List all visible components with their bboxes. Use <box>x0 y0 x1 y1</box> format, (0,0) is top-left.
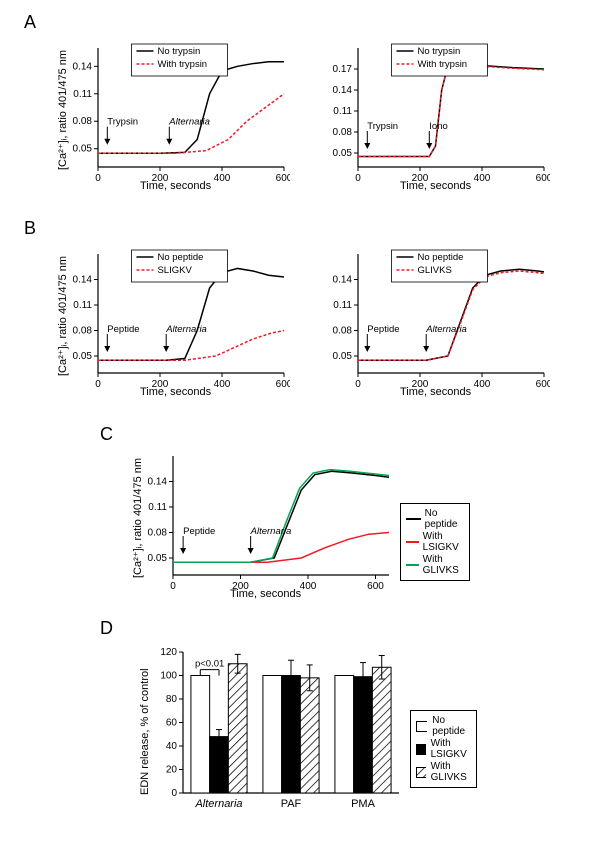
svg-text:0.14: 0.14 <box>73 61 93 72</box>
svg-text:0.08: 0.08 <box>333 127 353 138</box>
legend-c: No peptideWith LSIGKVWith GLIVKS <box>400 503 470 581</box>
legend-row: With LSIGKV <box>416 738 471 760</box>
svg-text:60: 60 <box>166 718 178 729</box>
svg-text:Alternaria: Alternaria <box>250 526 292 537</box>
svg-text:Alternaria: Alternaria <box>425 324 467 335</box>
svg-text:PAF: PAF <box>281 798 302 810</box>
chart-d: EDN release, % of control 02040608010012… <box>145 630 405 830</box>
chart-a-right: 02004006000.050.080.110.140.17TrypsinIon… <box>320 40 550 200</box>
svg-text:0.14: 0.14 <box>73 275 93 286</box>
x-axis-label: Time, seconds <box>400 180 471 192</box>
x-axis-label: Time, seconds <box>400 386 471 398</box>
svg-text:0.11: 0.11 <box>333 300 352 311</box>
svg-text:0: 0 <box>95 379 101 390</box>
svg-text:Alternaria: Alternaria <box>194 798 242 810</box>
svg-text:0.05: 0.05 <box>73 144 93 155</box>
legend-row: With GLIVKS <box>406 554 464 576</box>
svg-text:0: 0 <box>95 173 101 184</box>
svg-text:No trypsin: No trypsin <box>417 46 460 57</box>
y-axis-label: [Ca²⁺]ᵢ, ratio 401/475 nm <box>56 256 69 376</box>
svg-text:0.08: 0.08 <box>73 326 93 337</box>
panel-label-d: D <box>100 618 113 639</box>
svg-text:0: 0 <box>355 379 361 390</box>
svg-text:120: 120 <box>160 647 177 658</box>
svg-text:With trypsin: With trypsin <box>417 59 467 70</box>
svg-text:400: 400 <box>214 173 231 184</box>
svg-text:Peptide: Peptide <box>183 526 215 537</box>
svg-text:400: 400 <box>300 581 317 592</box>
svg-text:Trypsin: Trypsin <box>107 117 138 128</box>
svg-text:0: 0 <box>170 581 176 592</box>
svg-text:0.08: 0.08 <box>333 326 353 337</box>
svg-text:Peptide: Peptide <box>107 324 139 335</box>
legend-row: With LSIGKV <box>406 531 464 553</box>
svg-text:400: 400 <box>474 379 491 390</box>
svg-text:0.08: 0.08 <box>73 116 93 127</box>
x-axis-label: Time, seconds <box>230 588 301 600</box>
svg-text:40: 40 <box>166 741 178 752</box>
svg-text:Alternaria: Alternaria <box>168 117 210 128</box>
svg-text:GLIVKS: GLIVKS <box>417 265 451 276</box>
svg-text:80: 80 <box>166 694 178 705</box>
legend-row: No peptide <box>416 715 471 737</box>
svg-text:0.08: 0.08 <box>148 528 168 539</box>
svg-text:0.05: 0.05 <box>148 553 168 564</box>
chart-b-right: 02004006000.050.080.110.14PeptideAlterna… <box>320 246 550 406</box>
svg-text:600: 600 <box>276 379 290 390</box>
svg-text:600: 600 <box>536 173 550 184</box>
svg-text:400: 400 <box>214 379 231 390</box>
svg-text:Peptide: Peptide <box>367 324 399 335</box>
svg-text:With trypsin: With trypsin <box>157 59 207 70</box>
svg-text:600: 600 <box>367 581 384 592</box>
svg-text:0.05: 0.05 <box>333 148 353 159</box>
svg-text:0: 0 <box>355 173 361 184</box>
svg-text:0.05: 0.05 <box>333 351 353 362</box>
svg-text:0.11: 0.11 <box>148 502 167 513</box>
svg-text:600: 600 <box>536 379 550 390</box>
y-axis-label: [Ca²⁺]ᵢ, ratio 401/475 nm <box>131 458 144 578</box>
svg-text:100: 100 <box>160 671 177 682</box>
svg-text:Trypsin: Trypsin <box>367 121 398 132</box>
y-axis-label: EDN release, % of control <box>139 668 151 795</box>
x-axis-label: Time, seconds <box>140 180 211 192</box>
svg-text:No trypsin: No trypsin <box>157 46 200 57</box>
svg-text:No peptide: No peptide <box>417 252 463 263</box>
panel-label-a: A <box>24 12 36 33</box>
panel-label-b: B <box>24 218 36 239</box>
svg-text:0.05: 0.05 <box>73 351 93 362</box>
svg-text:PMA: PMA <box>351 798 376 810</box>
x-axis-label: Time, seconds <box>140 386 211 398</box>
legend-row: With GLIVKS <box>416 761 471 783</box>
legend-d: No peptideWith LSIGKVWith GLIVKS <box>410 710 477 788</box>
y-axis-label: [Ca²⁺]ᵢ, ratio 401/475 nm <box>56 50 69 170</box>
svg-text:0.14: 0.14 <box>148 477 168 488</box>
svg-text:600: 600 <box>276 173 290 184</box>
svg-text:0.11: 0.11 <box>73 300 92 311</box>
svg-text:0.14: 0.14 <box>333 275 353 286</box>
svg-text:p<0.01: p<0.01 <box>195 659 224 670</box>
chart-c: [Ca²⁺]ᵢ, ratio 401/475 nm 02004006000.05… <box>135 448 395 608</box>
legend-row: No peptide <box>406 508 464 530</box>
svg-text:Iono: Iono <box>429 121 448 132</box>
svg-text:SLIGKV: SLIGKV <box>157 265 192 276</box>
svg-text:Alternaria: Alternaria <box>165 324 207 335</box>
svg-text:0.17: 0.17 <box>333 64 353 75</box>
svg-text:0: 0 <box>171 788 177 799</box>
svg-text:No peptide: No peptide <box>157 252 203 263</box>
chart-a-left: [Ca²⁺]ᵢ, ratio 401/475 nm 02004006000.05… <box>60 40 290 200</box>
svg-text:400: 400 <box>474 173 491 184</box>
svg-text:20: 20 <box>166 765 178 776</box>
svg-text:0.11: 0.11 <box>73 89 92 100</box>
svg-text:0.11: 0.11 <box>333 106 352 117</box>
chart-b-left: [Ca²⁺]ᵢ, ratio 401/475 nm 02004006000.05… <box>60 246 290 406</box>
svg-text:0.14: 0.14 <box>333 85 353 96</box>
panel-label-c: C <box>100 424 113 445</box>
